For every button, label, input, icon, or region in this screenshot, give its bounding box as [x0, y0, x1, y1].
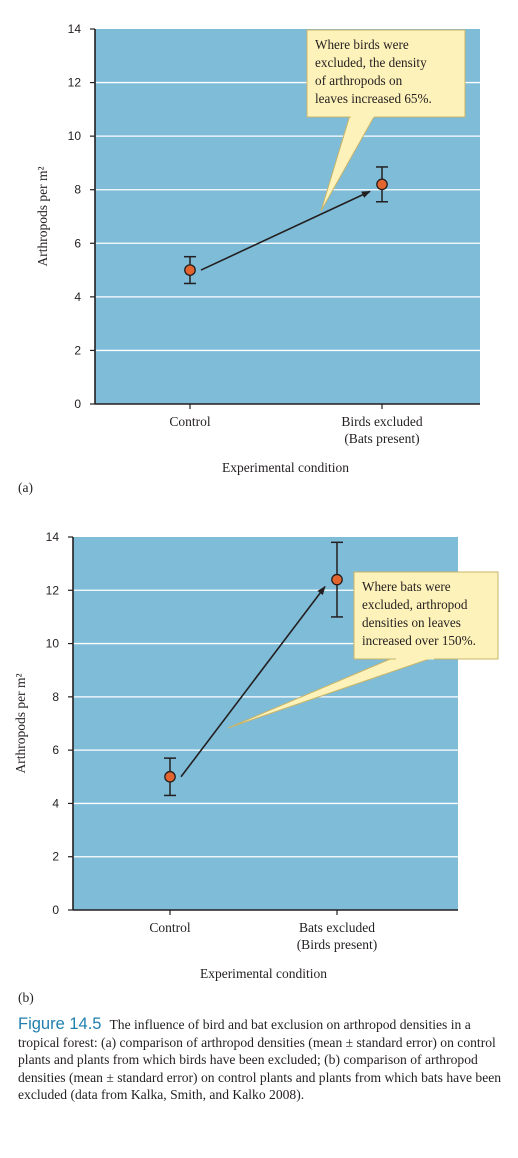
y-tick-label: 2 — [52, 850, 59, 864]
y-tick-label: 8 — [74, 183, 81, 197]
y-tick-label: 8 — [52, 690, 59, 704]
figure-caption: Figure 14.5 The influence of bird and bat… — [18, 1015, 502, 1104]
x-category-label: Bats excluded (Birds present) — [297, 920, 378, 952]
trend-arrow — [180, 585, 326, 778]
y-tick-label: 14 — [46, 530, 60, 544]
y-tick-label: 2 — [74, 343, 81, 357]
y-tick-label: 14 — [68, 22, 82, 36]
chart-a: 0 2 4 6 8 10 12 14 Control Birds excluded (Bats pr… — [18, 22, 480, 495]
callout-text: Where bats were excluded, arthropod densit… — [362, 579, 476, 648]
data-point — [184, 264, 196, 276]
y-tick-label: 10 — [68, 129, 82, 143]
chart-b: 0 2 4 6 8 10 12 14 Control Bats excluded (Birds pr… — [13, 530, 499, 1005]
x-category-label: Control — [149, 920, 191, 935]
y-tick-label: 12 — [68, 76, 82, 90]
callout-text: Where birds were excluded, the density of … — [315, 37, 432, 106]
x-axis-label: Experimental condition — [222, 460, 349, 475]
trend-arrow — [200, 190, 371, 271]
data-point — [164, 770, 176, 783]
y-tick-label: 6 — [74, 236, 81, 250]
x-axis-label: Experimental condition — [200, 966, 327, 981]
y-tick-label: 4 — [52, 796, 59, 810]
callout-box — [353, 571, 499, 660]
y-tick-label: 12 — [46, 583, 60, 597]
y-tick-label: 6 — [52, 743, 59, 757]
data-point — [376, 178, 388, 191]
y-tick-label: 0 — [52, 903, 59, 917]
caption-text: The influence of bird and bat exclusion … — [18, 1017, 502, 1102]
callout-box — [306, 29, 466, 118]
x-category-label: Birds excluded (Bats present) — [341, 414, 423, 446]
caption-label: Figure 14.5 — [18, 1015, 102, 1033]
data-point — [331, 573, 343, 586]
x-category-label: Control — [169, 414, 211, 429]
panel-label: (a) — [18, 480, 33, 495]
y-axis-label: Arthropods per m² — [13, 673, 28, 773]
y-tick-label: 10 — [46, 637, 60, 651]
panel-label: (b) — [18, 990, 34, 1005]
y-tick-label: 0 — [74, 397, 81, 411]
y-tick-label: 4 — [74, 290, 81, 304]
y-axis-label: Arthropods per m² — [35, 166, 50, 266]
